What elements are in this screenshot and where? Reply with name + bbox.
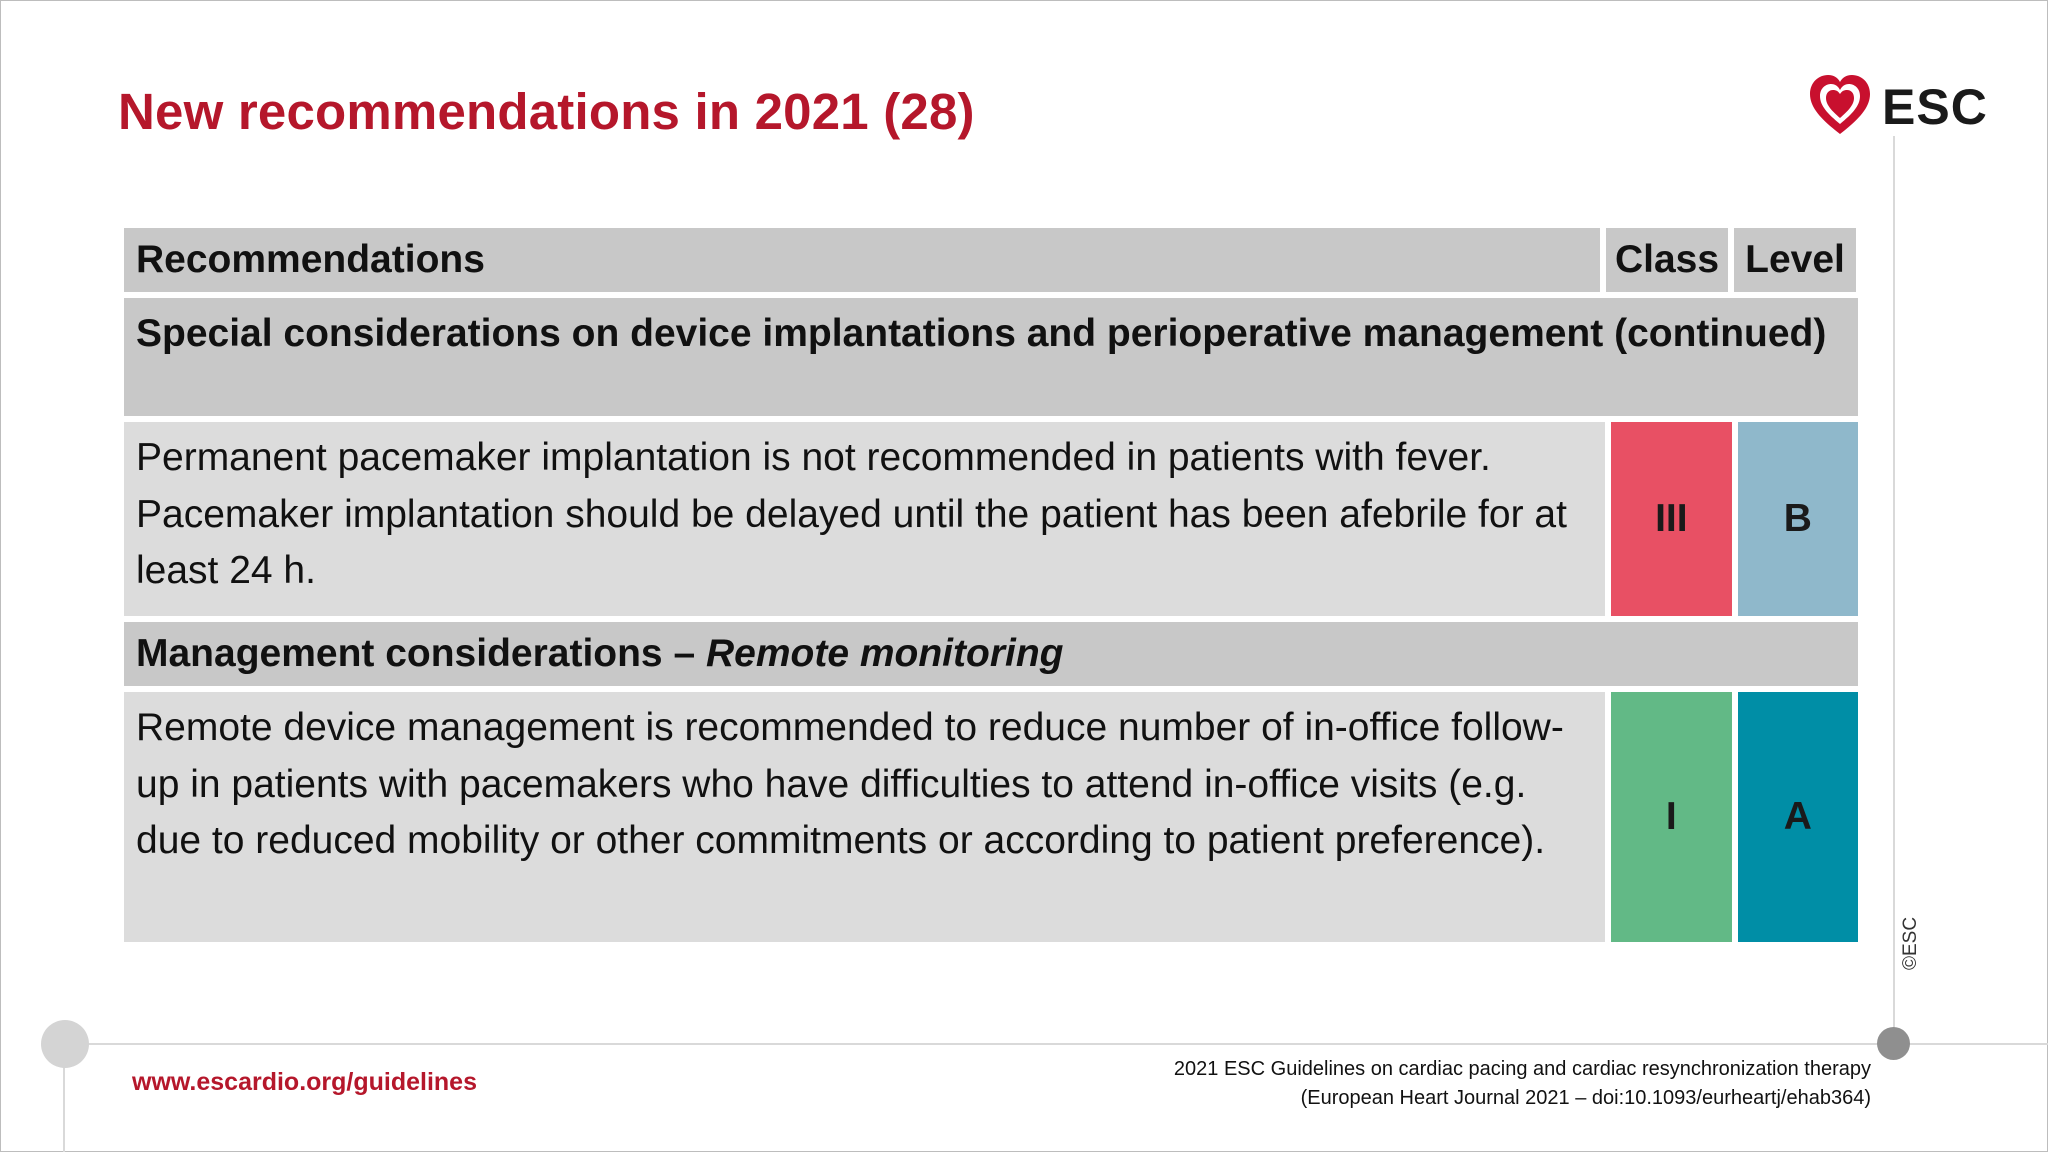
section-title-main: Management considerations –: [136, 632, 706, 675]
vertical-divider-left: [63, 1044, 65, 1152]
header-recommendations: Recommendations: [124, 228, 1600, 292]
level-badge: A: [1737, 692, 1858, 942]
header-level: Level: [1734, 228, 1856, 292]
table-header-row: Recommendations Class Level: [124, 228, 1858, 292]
section-header-row: Management considerations – Remote monit…: [124, 622, 1858, 686]
section-header-row: Special considerations on device implant…: [124, 298, 1858, 416]
citation: 2021 ESC Guidelines on cardiac pacing an…: [1174, 1055, 1871, 1113]
decorative-dot: [1877, 1027, 1910, 1060]
decorative-dot: [41, 1020, 89, 1068]
heart-logo-icon: [1810, 75, 1870, 134]
recommendation-text: Remote device management is recommended …: [124, 692, 1606, 942]
class-badge: III: [1611, 422, 1732, 616]
table-row: Permanent pacemaker implantation is not …: [124, 422, 1858, 616]
page-title: New recommendations in 2021 (28): [118, 83, 975, 140]
esc-logo: ESC: [1808, 74, 1987, 138]
vertical-divider: [1893, 136, 1895, 1042]
level-badge: B: [1737, 422, 1858, 616]
footer-divider: [63, 1043, 2048, 1045]
citation-line: 2021 ESC Guidelines on cardiac pacing an…: [1173, 1058, 1871, 1080]
citation-line: (European Heart Journal 2021 – doi:10.10…: [1300, 1087, 1871, 1109]
section-title: Management considerations – Remote monit…: [124, 622, 1858, 686]
header-class: Class: [1606, 228, 1728, 292]
copyright-label: ©ESC: [1900, 916, 1921, 970]
section-title-italic: Remote monitoring: [705, 632, 1064, 675]
class-badge: I: [1611, 692, 1732, 942]
recommendations-table: Recommendations Class Level Special cons…: [124, 228, 1858, 948]
section-title: Special considerations on device implant…: [124, 298, 1858, 416]
recommendation-text: Permanent pacemaker implantation is not …: [124, 422, 1606, 616]
logo-text: ESC: [1882, 79, 1988, 135]
table-row: Remote device management is recommended …: [124, 692, 1858, 942]
footer-link[interactable]: www.escardio.org/guidelines: [132, 1068, 477, 1096]
